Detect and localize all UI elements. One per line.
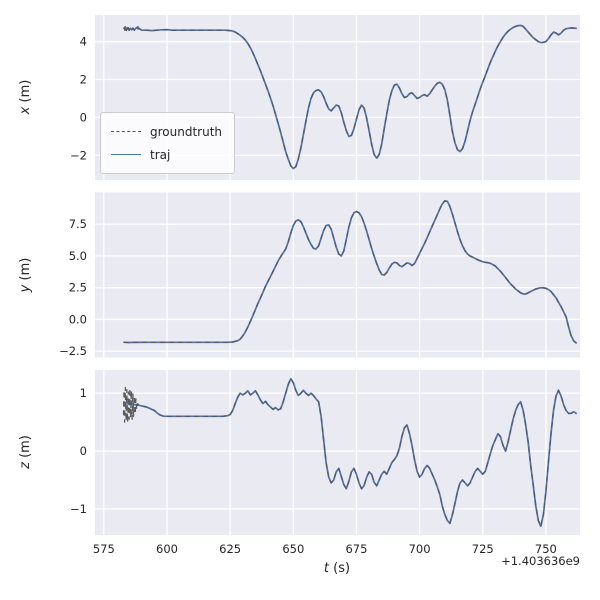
ylabel-y-unit: (m) (18, 257, 33, 285)
y-tick-label: 0.0 (69, 312, 87, 326)
legend-item-traj: traj (111, 143, 222, 166)
ylabel-y-var: y (18, 284, 33, 293)
x-tick-label: 700 (409, 542, 431, 556)
ylabel-z-unit: (m) (18, 435, 33, 463)
plot-area-1 (95, 192, 580, 358)
x-tick-label: 600 (156, 542, 178, 556)
x-tick-label: 750 (535, 542, 557, 556)
ylabel-y: y (m) (18, 205, 36, 345)
x-tick-label: 625 (219, 542, 241, 556)
y-tick-label: 7.5 (69, 217, 87, 231)
xlabel-t-var: t (323, 561, 330, 576)
groundtruth-line-2 (122, 378, 577, 527)
groundtruth-line-1 (123, 200, 577, 344)
legend-label-traj: traj (150, 147, 171, 162)
y-tick-label: 1 (80, 386, 87, 400)
x-tick-label: 675 (345, 542, 367, 556)
xlabel-t-unit: (s) (329, 561, 351, 576)
ylabel-x: x (m) (18, 27, 36, 167)
y-tick-label: 4 (80, 35, 87, 49)
legend-item-groundtruth: groundtruth (111, 120, 222, 143)
y-tick-label: 0 (80, 110, 87, 124)
ylabel-x-var: x (18, 106, 33, 115)
series-group-2 (122, 377, 578, 528)
legend-label-groundtruth: groundtruth (150, 124, 223, 139)
x-tick-label: 725 (472, 542, 494, 556)
series-group-0 (123, 24, 578, 170)
y-tick-label: −2 (70, 148, 87, 162)
ylabel-x-unit: (m) (18, 79, 33, 107)
y-tick-label: 0 (80, 444, 87, 458)
ylabel-z: z (m) (18, 382, 36, 522)
groundtruth-line-sample (111, 131, 141, 132)
y-tick-label: 2 (80, 72, 87, 86)
series-group-1 (123, 199, 578, 344)
y-tick-label: −1 (70, 502, 87, 516)
xlabel-t: t (s) (237, 561, 437, 576)
plot-area-2 (95, 370, 580, 535)
y-tick-label: −2.5 (59, 344, 87, 358)
x-tick-label: 575 (93, 542, 115, 556)
traj-line-sample (111, 154, 141, 155)
y-tick-label: 2.5 (69, 281, 87, 295)
y-tick-label: 5.0 (69, 249, 87, 263)
x-axis-offset-text: +1.403636e9 (501, 554, 580, 568)
legend: groundtruth traj (100, 112, 236, 174)
x-tick-label: 650 (282, 542, 304, 556)
ylabel-z-var: z (18, 462, 33, 469)
